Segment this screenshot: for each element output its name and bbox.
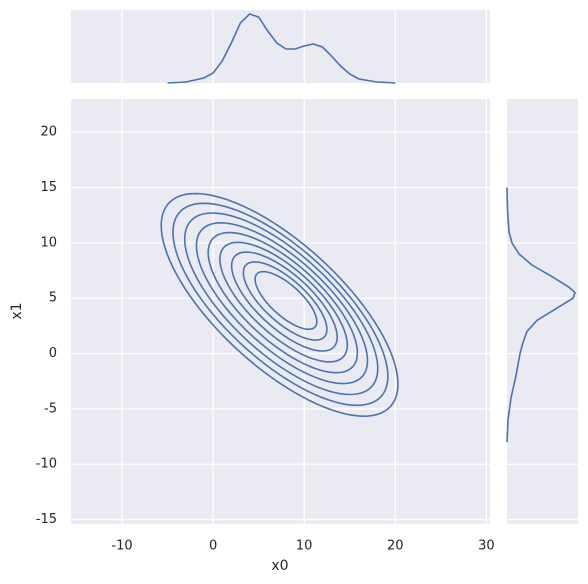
- kde-line: [506, 187, 576, 443]
- x-tick-label: 20: [387, 539, 404, 554]
- contour-line: [172, 202, 389, 407]
- contour-line: [195, 222, 369, 385]
- plot-background: [507, 99, 578, 524]
- contour-line: [254, 270, 318, 331]
- y-tick-label: 5: [49, 291, 57, 306]
- contour-line: [183, 212, 379, 396]
- x-tick-label: -10: [111, 539, 132, 554]
- x-axis-label: x0: [271, 558, 288, 574]
- plot-background: [71, 99, 490, 524]
- y-axis-label: x1: [9, 302, 25, 319]
- plot-background: [71, 10, 490, 83]
- contour-line: [219, 241, 349, 363]
- contour-line: [230, 251, 339, 352]
- y-tick-label: 15: [40, 180, 57, 195]
- kde-line: [167, 13, 396, 84]
- contour-line: [207, 231, 359, 374]
- y-tick-label: 0: [49, 346, 57, 361]
- y-tick-label: -10: [36, 457, 57, 472]
- y-tick-label: -5: [44, 401, 57, 416]
- contour-line: [242, 261, 328, 341]
- contour-line: [160, 192, 399, 417]
- y-tick-label: 10: [40, 235, 57, 250]
- y-tick-label: -15: [36, 512, 57, 527]
- x-tick-label: 10: [296, 539, 313, 554]
- x-tick-label: 30: [478, 539, 495, 554]
- y-tick-label: 20: [40, 125, 57, 140]
- x-tick-label: 0: [209, 539, 217, 554]
